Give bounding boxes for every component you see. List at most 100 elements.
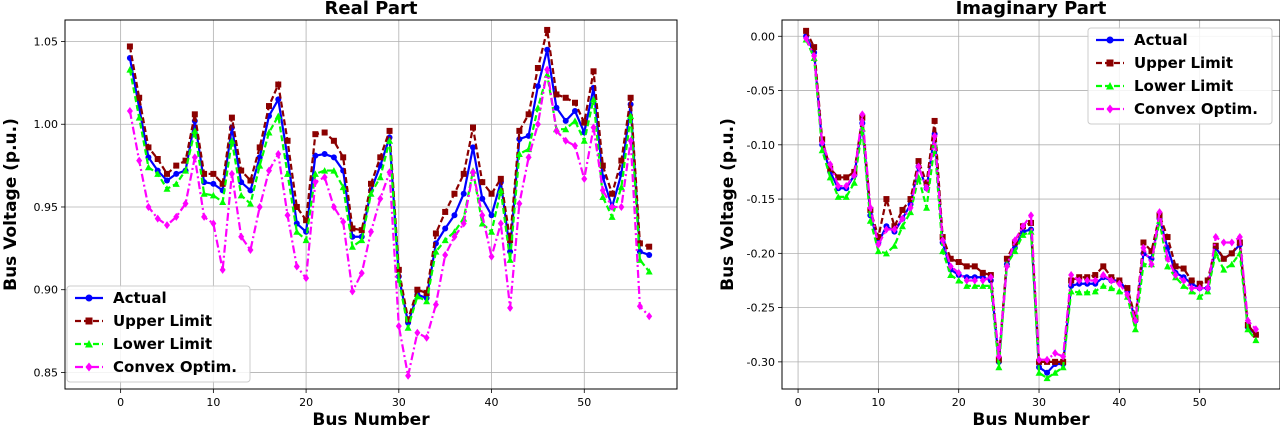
data-point <box>1220 255 1227 262</box>
data-point <box>979 276 986 285</box>
data-point <box>882 249 890 257</box>
data-point <box>488 252 495 261</box>
data-point <box>470 124 476 131</box>
x-tick-label: 40 <box>1112 396 1126 409</box>
data-point <box>358 269 365 278</box>
data-point <box>470 144 476 151</box>
data-point <box>182 199 189 208</box>
data-point <box>145 202 152 211</box>
data-point <box>842 193 850 200</box>
data-point <box>1188 277 1195 284</box>
data-point <box>572 108 578 115</box>
data-point <box>1252 331 1259 338</box>
data-point <box>293 262 300 271</box>
x-tick-label: 20 <box>952 396 966 409</box>
data-point <box>321 151 328 158</box>
data-point <box>228 137 236 144</box>
y-axis-label: Bus Voltage (p.u.) <box>1 118 21 291</box>
data-point <box>1059 363 1067 371</box>
data-point <box>979 282 987 289</box>
data-point <box>883 196 890 203</box>
legend-swatch-marker <box>85 362 93 372</box>
data-point <box>1148 260 1155 269</box>
data-point <box>284 170 292 177</box>
data-point <box>228 169 235 178</box>
data-point <box>173 162 180 169</box>
data-point <box>173 170 180 177</box>
data-point <box>875 240 882 249</box>
legend-label: Upper Limit <box>1134 54 1233 72</box>
data-point <box>432 300 439 309</box>
data-point <box>572 99 578 106</box>
data-point <box>266 103 272 110</box>
data-point <box>209 191 217 199</box>
data-point <box>247 177 254 184</box>
data-point <box>163 185 171 192</box>
data-point <box>479 195 486 202</box>
data-point <box>1100 271 1107 280</box>
data-point <box>818 146 826 154</box>
data-point <box>348 243 356 250</box>
data-point <box>191 153 198 162</box>
data-point <box>1172 271 1179 280</box>
data-point <box>330 167 338 174</box>
legend-box <box>1087 27 1273 125</box>
x-tick-label: 50 <box>1193 396 1207 409</box>
data-point <box>803 34 810 43</box>
data-point <box>581 119 588 126</box>
data-point <box>1124 290 1131 299</box>
data-point <box>1051 369 1059 376</box>
data-point <box>210 180 217 187</box>
data-point <box>1115 287 1123 295</box>
series-upper-limit <box>126 26 653 323</box>
data-point <box>1180 265 1187 272</box>
data-point <box>340 217 347 226</box>
data-point <box>386 168 393 177</box>
data-point <box>136 94 143 101</box>
data-point <box>302 236 310 244</box>
data-point <box>899 206 906 213</box>
data-point <box>284 211 291 220</box>
data-point <box>451 232 458 241</box>
x-tick-label: 40 <box>485 396 499 409</box>
data-point <box>413 292 421 300</box>
legend-swatch-marker <box>1106 59 1114 67</box>
data-point <box>1212 233 1219 242</box>
data-point <box>414 286 421 293</box>
data-point <box>1140 243 1147 252</box>
real-part-chart: 0 10 20 30 40 50 0.85 0.90 0.95 1.00 1.05 Real Part… <box>1 0 678 429</box>
data-point <box>1035 369 1043 376</box>
y-tick-label: -0.20 <box>747 247 775 260</box>
data-point <box>1027 228 1035 235</box>
data-point <box>1083 288 1091 296</box>
data-point <box>1220 266 1228 273</box>
data-point <box>1196 280 1203 287</box>
data-point <box>256 144 263 151</box>
data-point <box>646 312 653 321</box>
data-point <box>1131 325 1139 333</box>
data-point <box>581 174 588 183</box>
legend-swatch-marker <box>85 340 93 348</box>
data-point <box>1220 238 1227 247</box>
data-point <box>590 68 597 75</box>
data-point <box>590 95 598 103</box>
data-point <box>646 243 653 250</box>
data-point <box>525 111 532 118</box>
data-point <box>497 175 504 182</box>
data-point <box>210 170 217 177</box>
legend-swatch-marker <box>1106 82 1114 90</box>
data-point <box>1067 287 1075 295</box>
data-point <box>562 136 569 145</box>
data-point <box>971 276 978 285</box>
data-point <box>1124 285 1131 292</box>
data-point <box>376 173 384 181</box>
data-point <box>1036 355 1043 364</box>
y-tick-label: -0.15 <box>747 193 775 206</box>
data-point <box>617 183 625 191</box>
data-point <box>590 123 597 132</box>
data-point <box>534 120 541 129</box>
data-point <box>608 213 616 220</box>
data-point <box>219 265 226 274</box>
data-point <box>173 212 180 221</box>
legend-swatch-marker <box>1106 104 1114 114</box>
